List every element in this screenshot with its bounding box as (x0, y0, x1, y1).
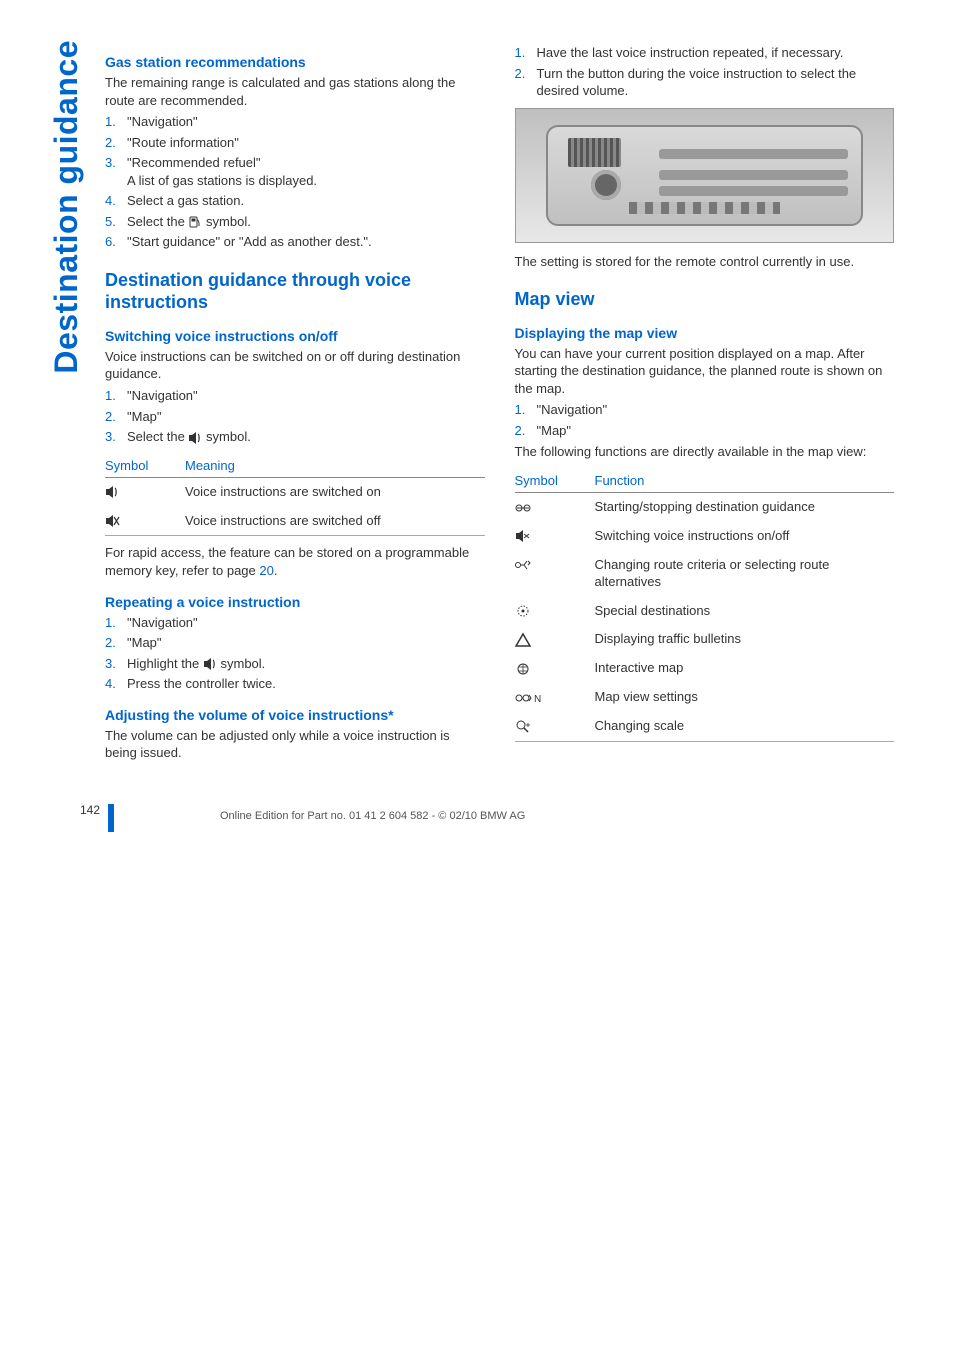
adjust-steps: Have the last voice instruction repeated… (515, 44, 895, 100)
table-row: Displaying traffic bulletins (515, 625, 895, 654)
speaker-on-icon (105, 484, 121, 500)
step: "Recommended refuel"A list of gas statio… (105, 154, 485, 189)
cell: Switching voice instructions on/off (595, 522, 895, 551)
step: "Map" (515, 422, 895, 440)
table-row: Voice instructions are switched off (105, 507, 485, 536)
map-function-table: Symbol Function Starting/stopping destin… (515, 469, 895, 742)
map-intro: You can have your current position displ… (515, 345, 895, 398)
side-tab: Destination guidance (40, 40, 85, 374)
th-symbol: Symbol (105, 454, 185, 478)
map-steps: "Navigation" "Map" (515, 401, 895, 439)
page-number: 142 (80, 803, 100, 817)
cell: Special destinations (595, 597, 895, 626)
table-row: Special destinations (515, 597, 895, 626)
speaker-toggle-icon (515, 528, 543, 544)
cell: Changing scale (595, 712, 895, 741)
table-row: Voice instructions are switched on (105, 477, 485, 506)
switching-title: Switching voice instructions on/off (105, 328, 485, 344)
footer: 142 Online Edition for Part no. 01 41 2 … (40, 802, 894, 822)
step: "Navigation" (105, 387, 485, 405)
guidance-icon (515, 500, 543, 516)
gas-steps: "Navigation" "Route information" "Recomm… (105, 113, 485, 251)
step: Highlight the symbol. (105, 655, 485, 673)
step: "Route information" (105, 134, 485, 152)
table-row: Map view settings (515, 683, 895, 712)
voice-title: Destination guidance through voice instr… (105, 269, 485, 314)
cell: Map view settings (595, 683, 895, 712)
text: For rapid access, the feature can be sto… (105, 545, 469, 578)
table-row: Switching voice instructions on/off (515, 522, 895, 551)
repeat-steps: "Navigation" "Map" Highlight the symbol.… (105, 614, 485, 693)
img-caption: The setting is stored for the remote con… (515, 253, 895, 271)
console-photo (515, 108, 895, 243)
scale-icon (515, 719, 531, 735)
step: Have the last voice instruction repeated… (515, 44, 895, 62)
cell: Starting/stopping destination guidance (595, 492, 895, 521)
left-column: Gas station recommendations The remainin… (105, 40, 485, 766)
step: Select the symbol. (105, 213, 485, 231)
step: Turn the button during the voice instruc… (515, 65, 895, 100)
th-symbol: Symbol (515, 469, 595, 493)
map-settings-icon (515, 690, 561, 706)
step: "Start guidance" or "Add as another dest… (105, 233, 485, 251)
step: "Map" (105, 634, 485, 652)
map-title: Map view (515, 288, 895, 311)
voice-symbol-table: Symbol Meaning Voice instructions are sw… (105, 454, 485, 537)
step: "Navigation" (105, 113, 485, 131)
fuel-pump-icon (188, 214, 202, 230)
switching-intro: Voice instructions can be switched on or… (105, 348, 485, 383)
map-after: The following functions are directly ava… (515, 443, 895, 461)
rapid-access: For rapid access, the feature can be sto… (105, 544, 485, 579)
step: Select the symbol. (105, 428, 485, 446)
th-meaning: Meaning (185, 454, 485, 478)
edition-line: Online Edition for Part no. 01 41 2 604 … (220, 810, 894, 822)
text: . (274, 563, 278, 578)
step: "Map" (105, 408, 485, 426)
adjust-intro: The volume can be adjusted only while a … (105, 727, 485, 762)
step: "Navigation" (105, 614, 485, 632)
table-row: Changing route criteria or selecting rou… (515, 551, 895, 597)
switching-steps: "Navigation" "Map" Select the symbol. (105, 387, 485, 446)
table-row: Interactive map (515, 654, 895, 683)
cell: Voice instructions are switched on (185, 477, 485, 506)
right-column: Have the last voice instruction repeated… (515, 40, 895, 766)
step: Press the controller twice. (105, 675, 485, 693)
gas-intro: The remaining range is calculated and ga… (105, 74, 485, 109)
speaker-icon (203, 656, 217, 672)
repeat-title: Repeating a voice instruction (105, 594, 485, 610)
cell: Voice instructions are switched off (185, 507, 485, 536)
poi-icon (515, 603, 531, 619)
table-row: Starting/stopping destination guidance (515, 492, 895, 521)
gas-title: Gas station recommendations (105, 54, 485, 70)
traffic-icon (515, 632, 531, 648)
th-function: Function (595, 469, 895, 493)
step: Select a gas station. (105, 192, 485, 210)
cell: Displaying traffic bulletins (595, 625, 895, 654)
cell: Interactive map (595, 654, 895, 683)
route-criteria-icon (515, 557, 551, 573)
speaker-icon (188, 430, 202, 446)
page-mark (108, 804, 114, 832)
cell: Changing route criteria or selecting rou… (595, 551, 895, 597)
speaker-off-icon (105, 513, 121, 529)
disp-title: Displaying the map view (515, 325, 895, 341)
table-row: Changing scale (515, 712, 895, 741)
adjust-title: Adjusting the volume of voice instructio… (105, 707, 485, 723)
page-ref[interactable]: 20 (259, 563, 273, 578)
step: "Navigation" (515, 401, 895, 419)
interactive-map-icon (515, 661, 531, 677)
